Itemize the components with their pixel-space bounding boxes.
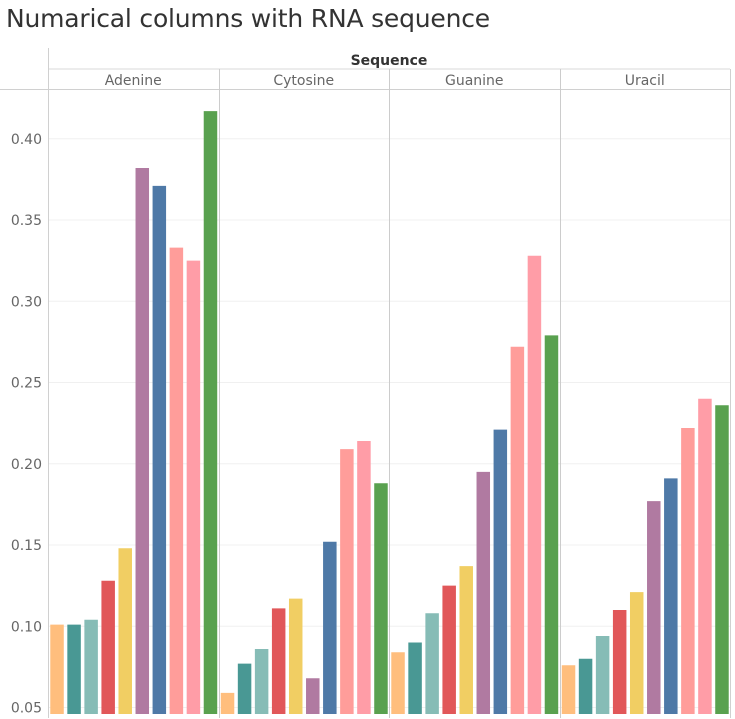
bar-uracil-3[interactable]	[595, 636, 610, 714]
chart-title: Numarical columns with RNA sequence	[6, 4, 490, 33]
bar-cytosine-5[interactable]	[288, 598, 303, 714]
bar-adenine-6[interactable]	[135, 168, 150, 714]
bar-uracil-8[interactable]	[681, 428, 695, 714]
bar-adenine-1[interactable]	[50, 624, 64, 714]
bar-guanine-7[interactable]	[493, 429, 508, 714]
bar-adenine-2[interactable]	[67, 624, 81, 714]
bar-uracil-2[interactable]	[578, 658, 593, 714]
bar-adenine-4[interactable]	[101, 580, 115, 714]
bar-cytosine-8[interactable]	[340, 449, 354, 714]
category-label-guanine: Guanine	[445, 73, 504, 89]
y-tick-label: 0.35	[11, 213, 42, 229]
bar-cytosine-6[interactable]	[306, 678, 320, 714]
header-title: Sequence	[351, 53, 428, 69]
bar-adenine-3[interactable]	[84, 619, 98, 714]
bar-cytosine-7[interactable]	[323, 541, 337, 714]
bar-adenine-7[interactable]	[152, 185, 167, 714]
bar-guanine-5[interactable]	[459, 566, 473, 714]
y-tick-label: 0.40	[11, 132, 42, 148]
bar-guanine-9[interactable]	[527, 255, 542, 714]
bar-guanine-6[interactable]	[476, 471, 491, 714]
bar-cytosine-3[interactable]	[254, 649, 269, 714]
bar-guanine-4[interactable]	[442, 585, 456, 714]
bar-uracil-5[interactable]	[629, 592, 644, 714]
y-tick-label: 0.30	[11, 294, 42, 310]
category-label-uracil: Uracil	[625, 73, 665, 89]
bar-adenine-9[interactable]	[186, 260, 201, 714]
bar-adenine-8[interactable]	[169, 247, 184, 714]
category-label-cytosine: Cytosine	[273, 73, 334, 89]
bar-uracil-6[interactable]	[647, 501, 661, 714]
bar-uracil-7[interactable]	[664, 478, 678, 714]
bar-adenine-10[interactable]	[203, 111, 218, 714]
bar-uracil-10[interactable]	[715, 405, 729, 714]
bar-cytosine-9[interactable]	[357, 441, 371, 714]
y-axis-ticks: 0.05 0.10 0.15 0.20 0.25 0.30 0.35 0.40	[11, 132, 42, 717]
y-tick-label: 0.15	[11, 538, 42, 554]
bar-cytosine-2[interactable]	[237, 663, 252, 714]
y-tick-label: 0.10	[11, 619, 42, 635]
bar-guanine-1[interactable]	[391, 652, 405, 714]
bar-cytosine-4[interactable]	[271, 608, 286, 714]
bar-guanine-2[interactable]	[408, 642, 422, 715]
bar-uracil-4[interactable]	[612, 610, 627, 714]
y-tick-label: 0.20	[11, 457, 42, 473]
bar-uracil-9[interactable]	[698, 398, 712, 714]
bar-cytosine-1[interactable]	[220, 692, 235, 714]
bar-cytosine-10[interactable]	[374, 483, 388, 714]
bar-uracil-1[interactable]	[561, 665, 576, 714]
bar-guanine-8[interactable]	[510, 346, 525, 714]
bars	[50, 111, 729, 715]
bar-guanine-3[interactable]	[425, 613, 439, 714]
category-label-adenine: Adenine	[105, 73, 162, 89]
bar-adenine-5[interactable]	[118, 548, 132, 714]
bar-guanine-10[interactable]	[544, 335, 559, 714]
chart-frame	[0, 48, 731, 718]
y-tick-label: 0.25	[11, 376, 42, 392]
column-headers: Sequence Adenine Cytosine Guanine Uracil	[105, 53, 665, 89]
y-tick-label: 0.05	[11, 701, 42, 717]
